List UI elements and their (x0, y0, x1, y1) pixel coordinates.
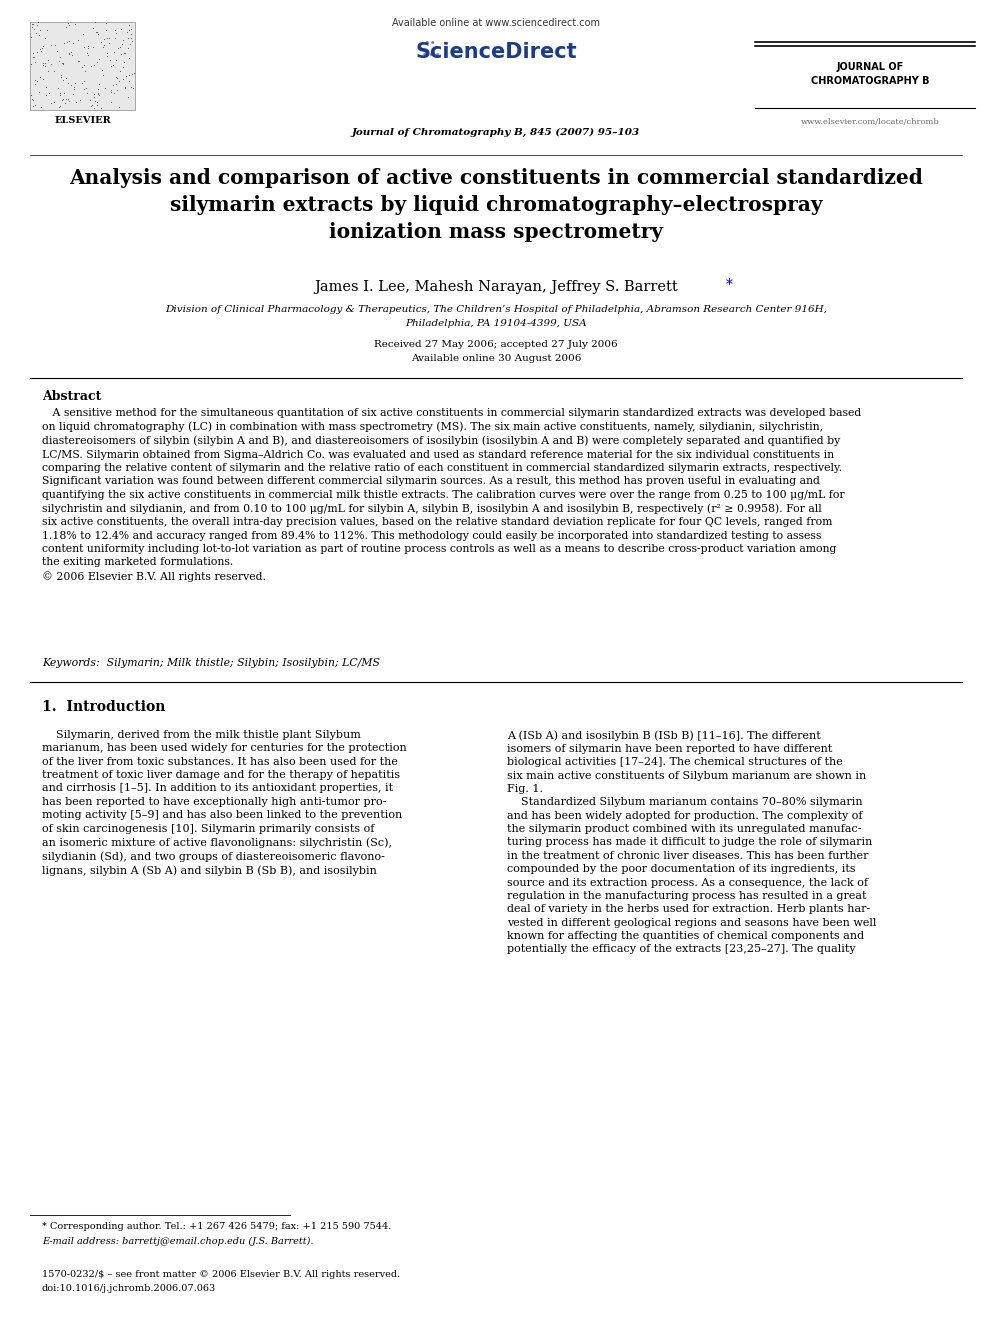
Text: Abstract: Abstract (42, 390, 101, 404)
Text: E-mail address: barrettj@email.chop.edu (J.S. Barrett).: E-mail address: barrettj@email.chop.edu … (42, 1237, 313, 1246)
Text: ••
 •••: •• ••• (419, 38, 441, 60)
Text: ELSEVIER: ELSEVIER (55, 116, 111, 124)
Bar (30, 22, 135, 110)
Text: A (ISb A) and isosilybin B (ISb B) [11–16]. The different
isomers of silymarin h: A (ISb A) and isosilybin B (ISb B) [11–1… (507, 730, 876, 954)
Text: 1.  Introduction: 1. Introduction (42, 700, 166, 714)
Text: 1570-0232/$ – see front matter © 2006 Elsevier B.V. All rights reserved.: 1570-0232/$ – see front matter © 2006 El… (42, 1270, 400, 1279)
Text: * Corresponding author. Tel.: +1 267 426 5479; fax: +1 215 590 7544.: * Corresponding author. Tel.: +1 267 426… (42, 1222, 392, 1230)
Text: Division of Clinical Pharmacology & Therapeutics, The Children’s Hospital of Phi: Division of Clinical Pharmacology & Ther… (165, 306, 827, 314)
Text: Received 27 May 2006; accepted 27 July 2006: Received 27 May 2006; accepted 27 July 2… (374, 340, 618, 349)
Text: doi:10.1016/j.jchromb.2006.07.063: doi:10.1016/j.jchromb.2006.07.063 (42, 1285, 216, 1293)
Text: A sensitive method for the simultaneous quantitation of six active constituents : A sensitive method for the simultaneous … (42, 407, 861, 582)
Text: Available online 30 August 2006: Available online 30 August 2006 (411, 355, 581, 363)
Text: James I. Lee, Mahesh Narayan, Jeffrey S. Barrett: James I. Lee, Mahesh Narayan, Jeffrey S.… (314, 280, 678, 294)
Text: Journal of Chromatography B, 845 (2007) 95–103: Journal of Chromatography B, 845 (2007) … (352, 128, 640, 138)
Text: www.elsevier.com/locate/chromb: www.elsevier.com/locate/chromb (801, 118, 939, 126)
Text: JOURNAL OF
CHROMATOGRAPHY B: JOURNAL OF CHROMATOGRAPHY B (810, 62, 930, 86)
Text: Philadelphia, PA 19104-4399, USA: Philadelphia, PA 19104-4399, USA (405, 319, 587, 328)
Text: Silymarin, derived from the milk thistle plant Silybum
marianum, has been used w: Silymarin, derived from the milk thistle… (42, 730, 407, 876)
Text: Keywords:  Silymarin; Milk thistle; Silybin; Isosilybin; LC/MS: Keywords: Silymarin; Milk thistle; Silyb… (42, 658, 380, 668)
Text: Analysis and comparison of active constituents in commercial standardized
silyma: Analysis and comparison of active consti… (69, 168, 923, 242)
Text: Available online at www.sciencedirect.com: Available online at www.sciencedirect.co… (392, 19, 600, 28)
Text: *: * (726, 278, 733, 292)
Text: ScienceDirect: ScienceDirect (416, 42, 576, 62)
